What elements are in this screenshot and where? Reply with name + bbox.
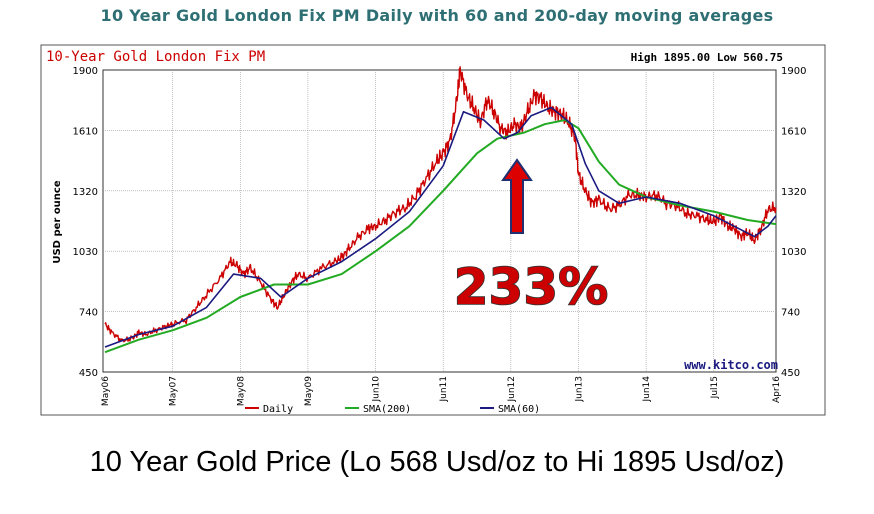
plot-stats: High 1895.00 Low 560.75 bbox=[631, 51, 783, 64]
y-tick-label: 1320 bbox=[73, 187, 98, 198]
y-tick-labels-left: 1900 1610 1320 1030 740 450 bbox=[73, 66, 98, 379]
plot-title: 10-Year Gold London Fix PM bbox=[46, 49, 265, 65]
y-tick-label-right: 740 bbox=[781, 308, 800, 319]
x-tick-label: Apr16 bbox=[772, 376, 782, 403]
y-tick-label: 450 bbox=[79, 368, 98, 379]
x-tick-label: May06 bbox=[101, 376, 111, 406]
y-tick-label: 1030 bbox=[73, 247, 98, 258]
y-tick-label-right: 1610 bbox=[781, 126, 806, 137]
y-tick-label-right: 450 bbox=[781, 368, 800, 379]
x-tick-labels: May06 May07 May08 May09 Jun10 Jun11 Jun12 Jun13… bbox=[101, 376, 782, 406]
legend-label: Daily bbox=[263, 404, 293, 415]
y-tick-label: 1610 bbox=[73, 126, 98, 137]
figure-caption: 10 Year Gold Price (Lo 568 Usd/oz to Hi … bbox=[89, 446, 785, 478]
x-tick-label: Jul15 bbox=[710, 376, 720, 399]
y-tick-label-right: 1320 bbox=[781, 187, 806, 198]
y-tick-label-right: 1900 bbox=[781, 66, 806, 77]
x-tick-label: Jun14 bbox=[642, 376, 652, 403]
page-title: 10 Year Gold London Fix PM Daily with 60… bbox=[100, 6, 774, 25]
x-tick-label: May08 bbox=[236, 376, 246, 406]
up-arrow-annotation bbox=[501, 158, 533, 234]
legend-label: SMA(60) bbox=[498, 404, 540, 415]
x-tick-label: Jun12 bbox=[507, 376, 517, 403]
y-tick-label-right: 1030 bbox=[781, 247, 806, 258]
series-lines bbox=[104, 66, 777, 354]
x-tick-label: Jun11 bbox=[439, 376, 449, 403]
y-tick-label: 1900 bbox=[73, 66, 98, 77]
y-tick-label: 740 bbox=[79, 308, 98, 319]
x-tick-label: May07 bbox=[169, 376, 179, 406]
series-line-sma-60- bbox=[104, 106, 777, 348]
plot-area bbox=[102, 69, 777, 373]
y-tick-labels-right: 1900 1610 1320 1030 740 450 bbox=[781, 66, 806, 379]
watermark: www.kitco.com bbox=[684, 358, 778, 372]
legend-label: SMA(200) bbox=[363, 404, 411, 415]
gold-price-chart: 10-Year Gold London Fix PM High 1895.00 … bbox=[40, 44, 826, 416]
legend: Daily SMA(200) SMA(60) bbox=[245, 404, 540, 415]
percent-annotation: 233% bbox=[454, 258, 608, 316]
x-tick-label: Jun10 bbox=[372, 376, 382, 403]
y-axis-label: USD per ounce bbox=[52, 180, 63, 263]
x-tick-label: Jun13 bbox=[574, 376, 584, 403]
x-tick-label: May09 bbox=[304, 376, 314, 406]
